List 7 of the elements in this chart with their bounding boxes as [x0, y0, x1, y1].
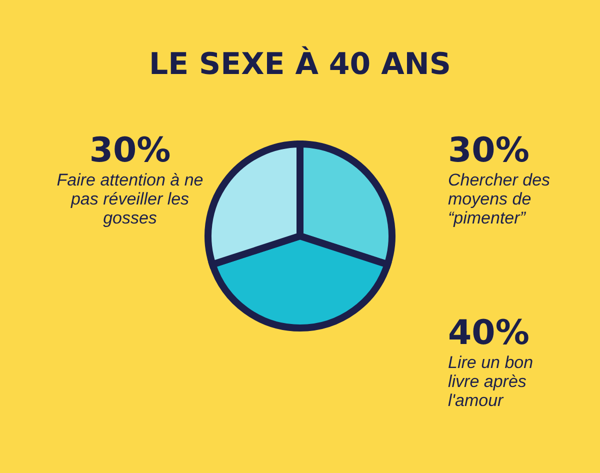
slice-label: Chercher des moyens de “pimenter” [448, 170, 551, 228]
data-label: 30% [448, 130, 530, 170]
data-label: 30% [89, 130, 171, 170]
chart-title: LE SEXE À 40 ANS [148, 46, 452, 82]
slice-label: Faire attention à ne pas réveiller les gosses [56, 170, 204, 228]
slice-label: Lire un bon livre après l'amour [448, 353, 534, 410]
data-label: 40% [448, 313, 530, 353]
